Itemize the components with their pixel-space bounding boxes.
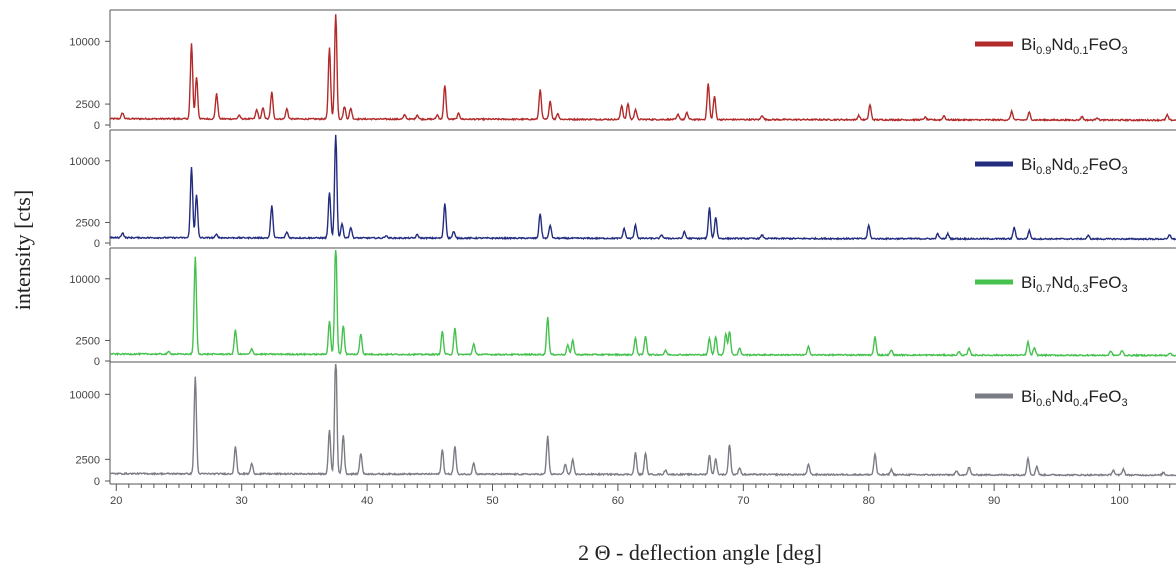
y-tick-label: 2500 [76, 454, 100, 466]
series-line [109, 363, 1176, 478]
series-line [109, 14, 1176, 123]
y-tick-label: 0 [94, 476, 100, 488]
y-tick-label: 10000 [69, 156, 100, 168]
x-tick-label: 30 [236, 495, 248, 507]
y-tick-label: 2500 [76, 99, 100, 111]
x-axis: 20 30 40 50 60 70 80 90 100 [110, 483, 1176, 507]
y-tick-label: 0 [94, 120, 100, 132]
y-axis-label: intensity [cts] [10, 190, 35, 310]
x-tick-label: 50 [486, 495, 498, 507]
x-tick-label: 100 [1110, 495, 1128, 507]
chart-panels: 0 2500 10000 Bi0.9Nd0.1FeO3 0 2500 10000 Bi0.8N… [69, 9, 1176, 488]
y-tick-label: 10000 [69, 389, 100, 401]
legend-label: Bi0.8Nd0.2FeO3 [1021, 155, 1128, 177]
series-line [109, 134, 1176, 241]
x-tick-label: 70 [737, 495, 749, 507]
x-tick-label: 80 [863, 495, 875, 507]
panel-2: 0 2500 10000 Bi0.8Nd0.2FeO3 [69, 129, 1176, 250]
x-tick-label: 20 [110, 495, 122, 507]
panel-4: 0 2500 10000 Bi0.6Nd0.4FeO3 [69, 361, 1176, 488]
series-line [110, 249, 1176, 358]
panel-1: 0 2500 10000 Bi0.9Nd0.1FeO3 [69, 9, 1176, 132]
legend-label: Bi0.6Nd0.4FeO3 [1021, 387, 1128, 409]
panel-3: 0 2500 10000 Bi0.7Nd0.3FeO3 [69, 247, 1176, 368]
y-tick-label: 0 [94, 238, 100, 250]
x-tick-label: 40 [361, 495, 373, 507]
y-tick-label: 10000 [69, 274, 100, 286]
x-axis-label: 2 Θ - deflection angle [deg] [578, 540, 822, 565]
y-tick-label: 0 [94, 356, 100, 368]
legend-label: Bi0.7Nd0.3FeO3 [1021, 273, 1128, 295]
y-tick-label: 2500 [76, 217, 100, 229]
x-tick-label: 60 [612, 495, 624, 507]
legend-label: Bi0.9Nd0.1FeO3 [1021, 35, 1128, 57]
y-tick-label: 10000 [69, 36, 100, 48]
y-tick-label: 2500 [76, 335, 100, 347]
x-tick-label: 90 [988, 495, 1000, 507]
